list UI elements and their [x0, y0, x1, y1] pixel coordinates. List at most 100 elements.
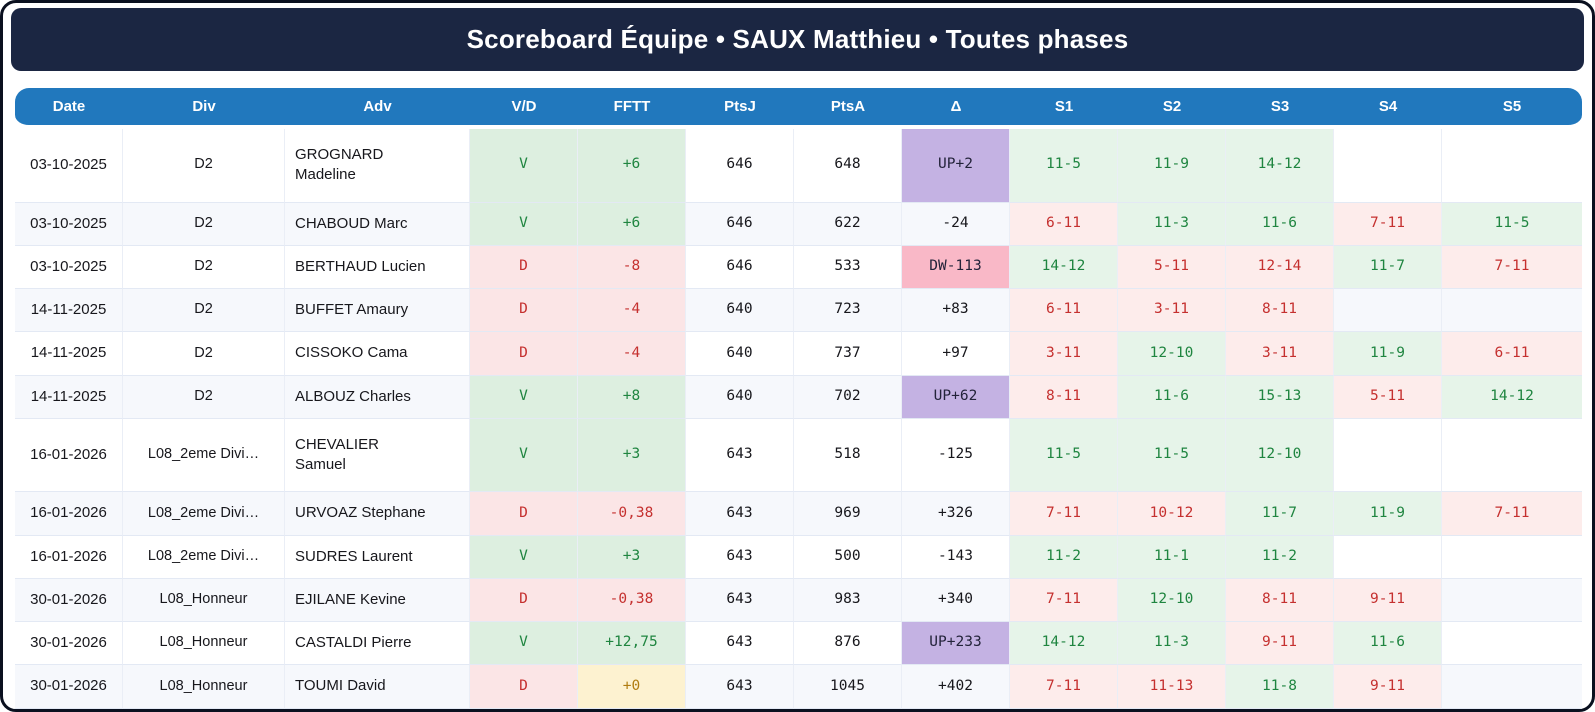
division-cell: L08_Honneur [123, 578, 285, 622]
date-cell: 14-11-2025 [15, 332, 123, 376]
delta-cell: +340 [902, 578, 1010, 622]
set5-score-cell [1442, 536, 1582, 579]
page-title: Scoreboard Équipe • SAUX Matthieu • Tout… [11, 8, 1584, 71]
fftt-points-cell: +3 [578, 535, 686, 579]
points-opponent-cell: 533 [794, 245, 902, 289]
set1-score-cell: 14-12 [1010, 245, 1118, 289]
points-opponent-cell: 1045 [794, 665, 902, 709]
set3-score-cell: 9-11 [1226, 622, 1334, 666]
points-opponent-cell: 518 [794, 418, 902, 493]
date-cell: 03-10-2025 [15, 129, 123, 203]
points-played-cell: 643 [686, 578, 794, 622]
division-cell: D2 [123, 375, 285, 419]
win-loss-cell: D [470, 578, 578, 622]
set5-score-cell: 14-12 [1442, 375, 1582, 419]
column-header-fftt: FFTT [578, 88, 686, 129]
column-header-div: Div [123, 88, 285, 129]
set4-score-cell: 11-9 [1334, 492, 1442, 536]
delta-cell: UP+233 [902, 622, 1010, 666]
points-played-cell: 643 [686, 622, 794, 666]
opponent-cell: CISSOKO Cama [285, 332, 470, 376]
table-row: 16-01-2026 L08_2eme Divi… URVOAZ Stephan… [15, 492, 1582, 536]
set2-score-cell: 12-10 [1118, 332, 1226, 376]
win-loss-cell: D [470, 289, 578, 333]
set2-score-cell: 11-3 [1118, 622, 1226, 666]
scoreboard-table: Date Div Adv V/D FFTT PtsJ PtsA Δ S1 S2 S3 S4 S5 03-… [15, 88, 1582, 709]
set3-score-cell: 11-8 [1226, 665, 1334, 709]
points-played-cell: 646 [686, 202, 794, 246]
win-loss-cell: V [470, 622, 578, 666]
date-cell: 30-01-2026 [15, 665, 123, 709]
table-row: 14-11-2025 D2 ALBOUZ Charles V +8 640 70… [15, 375, 1582, 419]
column-header-delta: Δ [902, 88, 1010, 129]
delta-cell: -143 [902, 535, 1010, 579]
delta-cell: UP+2 [902, 129, 1010, 203]
points-opponent-cell: 969 [794, 492, 902, 536]
fftt-points-cell: -8 [578, 245, 686, 289]
division-cell: D2 [123, 245, 285, 289]
opponent-cell: SUDRES Laurent [285, 535, 470, 579]
win-loss-cell: D [470, 492, 578, 536]
points-played-cell: 640 [686, 332, 794, 376]
win-loss-cell: V [470, 418, 578, 493]
division-cell: L08_2eme Divi… [123, 535, 285, 579]
fftt-points-cell: +3 [578, 418, 686, 493]
points-played-cell: 643 [686, 535, 794, 579]
division-cell: L08_2eme Divi… [123, 418, 285, 493]
table-row: 16-01-2026 L08_2eme Divi… SUDRES Laurent… [15, 535, 1582, 579]
date-cell: 03-10-2025 [15, 245, 123, 289]
column-header-ptsj: PtsJ [686, 88, 794, 129]
opponent-cell: CASTALDI Pierre [285, 622, 470, 666]
table-row: 03-10-2025 D2 BERTHAUD Lucien D -8 646 5… [15, 245, 1582, 289]
date-cell: 03-10-2025 [15, 202, 123, 246]
set4-score-cell: 11-6 [1334, 622, 1442, 666]
fftt-points-cell: -0,38 [578, 578, 686, 622]
set5-score-cell [1442, 419, 1582, 493]
date-cell: 30-01-2026 [15, 622, 123, 666]
division-cell: L08_2eme Divi… [123, 492, 285, 536]
points-opponent-cell: 723 [794, 289, 902, 333]
set1-score-cell: 11-2 [1010, 535, 1118, 579]
set3-score-cell: 11-7 [1226, 492, 1334, 536]
set3-score-cell: 8-11 [1226, 578, 1334, 622]
date-cell: 30-01-2026 [15, 578, 123, 622]
set5-score-cell [1442, 129, 1582, 203]
division-cell: L08_Honneur [123, 622, 285, 666]
column-header-adv: Adv [285, 88, 470, 129]
set1-score-cell: 6-11 [1010, 202, 1118, 246]
table-row: 03-10-2025 D2 GROGNARD Madeline V +6 646 … [15, 129, 1582, 203]
set1-score-cell: 7-11 [1010, 578, 1118, 622]
set5-score-cell [1442, 289, 1582, 333]
table-row: 30-01-2026 L08_Honneur TOUMI David D +0 … [15, 665, 1582, 709]
set2-score-cell: 3-11 [1118, 289, 1226, 333]
table-row: 03-10-2025 D2 CHABOUD Marc V +6 646 622 … [15, 202, 1582, 246]
table-row: 16-01-2026 L08_2eme Divi… CHEVALIER Samue… [15, 418, 1582, 493]
table-row: 14-11-2025 D2 BUFFET Amaury D -4 640 723… [15, 289, 1582, 333]
delta-cell: -24 [902, 202, 1010, 246]
points-played-cell: 646 [686, 245, 794, 289]
fftt-points-cell: +12,75 [578, 622, 686, 666]
opponent-cell: BERTHAUD Lucien [285, 245, 470, 289]
division-cell: D2 [123, 129, 285, 203]
win-loss-cell: D [470, 665, 578, 709]
column-header-s4: S4 [1334, 88, 1442, 129]
set1-score-cell: 6-11 [1010, 289, 1118, 333]
date-cell: 16-01-2026 [15, 535, 123, 579]
fftt-points-cell: -4 [578, 289, 686, 333]
date-cell: 16-01-2026 [15, 492, 123, 536]
scoreboard-table-container: Date Div Adv V/D FFTT PtsJ PtsA Δ S1 S2 S3 S4 S5 03-… [15, 88, 1582, 709]
delta-cell: +326 [902, 492, 1010, 536]
division-cell: L08_Honneur [123, 665, 285, 709]
set2-score-cell: 10-12 [1118, 492, 1226, 536]
set5-score-cell [1442, 665, 1582, 709]
fftt-points-cell: -4 [578, 332, 686, 376]
fftt-points-cell: +6 [578, 202, 686, 246]
set1-score-cell: 8-11 [1010, 375, 1118, 419]
set2-score-cell: 11-6 [1118, 375, 1226, 419]
division-cell: D2 [123, 202, 285, 246]
set1-score-cell: 7-11 [1010, 665, 1118, 709]
points-played-cell: 640 [686, 375, 794, 419]
delta-cell: +97 [902, 332, 1010, 376]
column-header-s1: S1 [1010, 88, 1118, 129]
